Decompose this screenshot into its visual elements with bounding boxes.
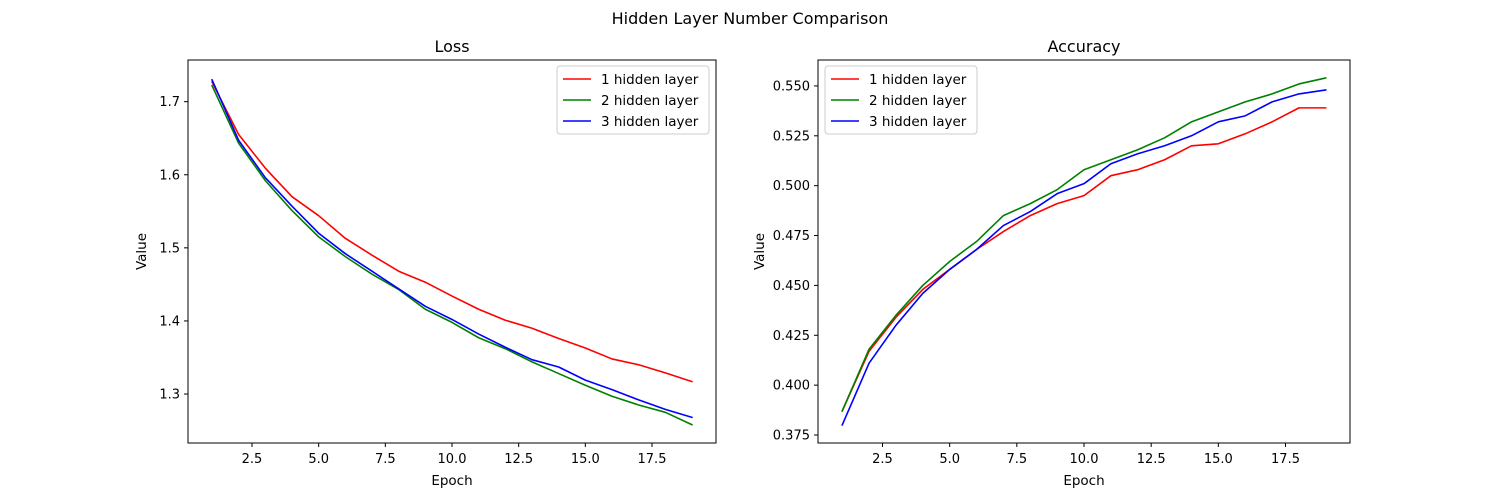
loss-series-line-3 — [211, 78, 693, 419]
loss-x-tick-label: 17.5 — [638, 452, 667, 467]
accuracy-x-tick-label: 7.5 — [1006, 452, 1027, 467]
loss-legend-label-1: 1 hidden layer — [601, 72, 699, 88]
accuracy-y-tick-label: 0.550 — [773, 79, 810, 94]
accuracy-panel: Accuracy Epoch Value 2.5 5.0 7.5 10.0 12.5 15… — [752, 37, 1351, 489]
accuracy-legend-label-2: 2 hidden layer — [869, 93, 967, 109]
accuracy-y-tick-label: 0.400 — [773, 379, 810, 394]
loss-y-tick-label: 1.5 — [159, 241, 180, 256]
accuracy-series-line-2 — [841, 77, 1327, 412]
accuracy-x-axis-label: Epoch — [1063, 473, 1104, 489]
accuracy-y-tick-label: 0.475 — [773, 229, 810, 244]
loss-y-tick-label: 1.4 — [159, 314, 180, 329]
loss-y-tick-label: 1.6 — [159, 168, 180, 183]
loss-legend-box — [556, 65, 710, 135]
figure-suptitle: Hidden Layer Number Comparison — [612, 9, 889, 28]
loss-x-tick-label: 12.5 — [504, 452, 533, 467]
loss-y-axis-label: Value — [134, 233, 150, 270]
accuracy-series-line-1 — [841, 107, 1327, 412]
loss-y-tick-label: 1.7 — [159, 95, 180, 110]
accuracy-x-tick-label: 5.0 — [939, 452, 960, 467]
accuracy-x-tick-label: 2.5 — [872, 452, 893, 467]
accuracy-x-tick-label: 12.5 — [1137, 452, 1166, 467]
accuracy-x-tick-label: 17.5 — [1271, 452, 1300, 467]
accuracy-legend-box — [824, 65, 978, 135]
loss-legend-label-2: 2 hidden layer — [601, 93, 699, 109]
loss-x-axis-label: Epoch — [431, 473, 472, 489]
accuracy-y-tick-label: 0.525 — [773, 129, 810, 144]
loss-x-tick-label: 2.5 — [242, 452, 263, 467]
loss-x-tick-label: 7.5 — [375, 452, 396, 467]
loss-legend-label-3: 3 hidden layer — [601, 114, 699, 130]
accuracy-y-tick-label: 0.450 — [773, 279, 810, 294]
loss-x-tick-label: 10.0 — [438, 452, 467, 467]
accuracy-y-axis-label: Value — [752, 233, 768, 270]
loss-legend: 1 hidden layer 2 hidden layer 3 hidden lay… — [556, 65, 710, 135]
accuracy-y-tick-label: 0.425 — [773, 329, 810, 344]
loss-series-line-2 — [211, 84, 693, 426]
loss-panel-title: Loss — [434, 37, 469, 56]
loss-x-tick-label: 5.0 — [308, 452, 329, 467]
loss-x-tick-label: 15.0 — [571, 452, 600, 467]
accuracy-x-tick-label: 15.0 — [1204, 452, 1233, 467]
loss-panel: Loss Epoch Value 2.5 5.0 7.5 10.0 12.5 15.0 17… — [134, 37, 717, 489]
loss-y-tick-label: 1.3 — [159, 388, 180, 403]
accuracy-y-tick-label: 0.500 — [773, 179, 810, 194]
accuracy-series-line-3 — [841, 89, 1327, 426]
accuracy-legend-label-1: 1 hidden layer — [869, 72, 967, 88]
loss-series-line-1 — [211, 81, 693, 383]
accuracy-x-tick-label: 10.0 — [1070, 452, 1099, 467]
accuracy-y-tick-label: 0.375 — [773, 429, 810, 444]
accuracy-legend: 1 hidden layer 2 hidden layer 3 hidden lay… — [824, 65, 978, 135]
accuracy-legend-label-3: 3 hidden layer — [869, 114, 967, 130]
accuracy-panel-title: Accuracy — [1047, 37, 1120, 56]
